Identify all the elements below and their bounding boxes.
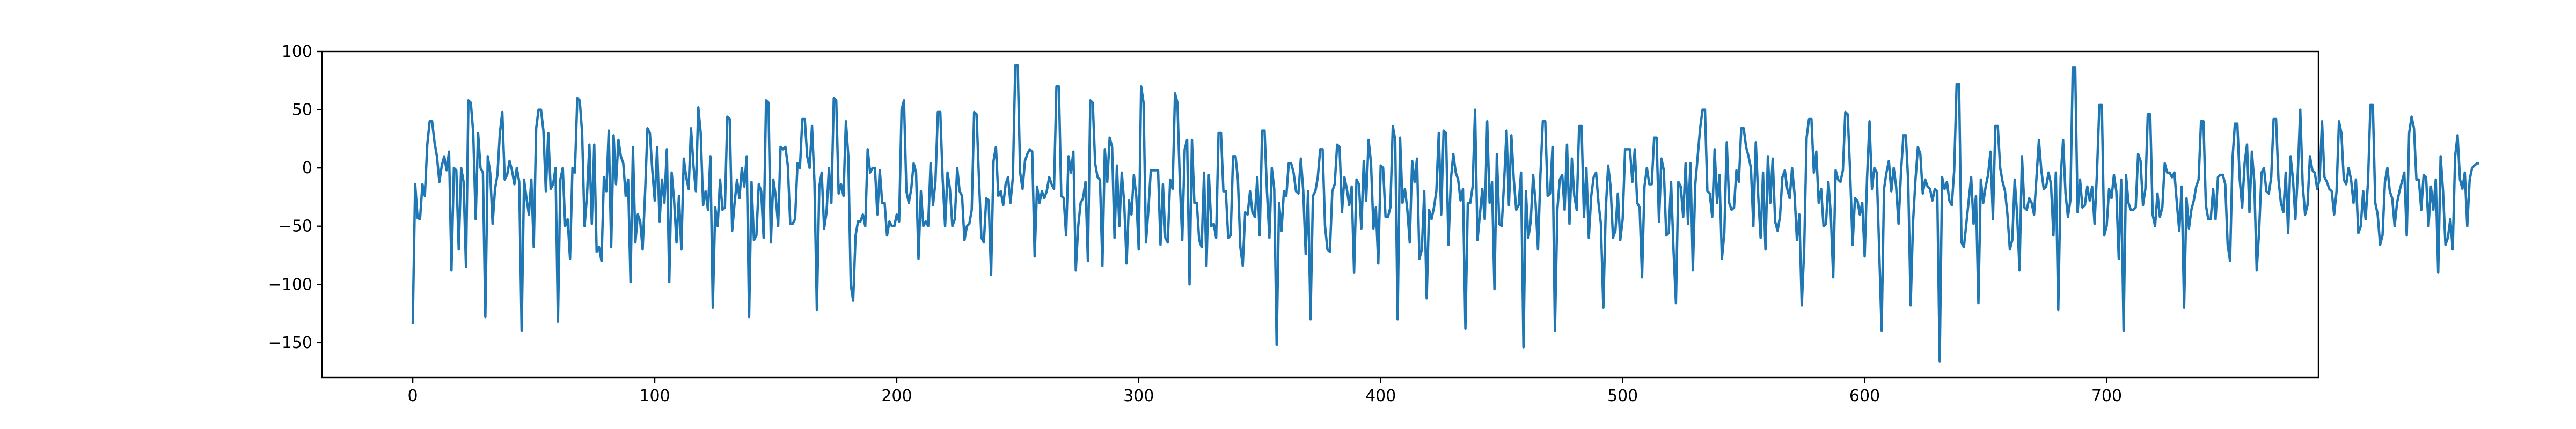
x-tick-label: 100: [639, 387, 670, 405]
series-line-1: [411, 64, 2479, 363]
plot-frame: [321, 50, 2319, 379]
x-tick-label: 500: [1607, 387, 1638, 405]
x-axis: 0 100 200 300 400 500 600 700: [408, 378, 2122, 405]
y-tick-label: −100: [268, 275, 312, 294]
y-tick-label: −150: [268, 334, 312, 352]
y-tick-label: 50: [292, 101, 312, 120]
x-tick-label: 300: [1123, 387, 1154, 405]
x-tick-label: 600: [1849, 387, 1880, 405]
y-tick-label: −50: [279, 217, 312, 236]
x-tick-label: 0: [408, 387, 418, 405]
x-tick-label: 400: [1365, 387, 1396, 405]
y-tick-label: 0: [302, 159, 312, 177]
y-axis: −150 −100 −50 0 50 100: [268, 42, 322, 352]
x-tick-label: 700: [2091, 387, 2122, 405]
series-layer: [411, 64, 2479, 363]
x-tick-label: 200: [881, 387, 912, 405]
y-tick-label: 100: [282, 42, 312, 61]
plot-area: [321, 50, 2319, 379]
